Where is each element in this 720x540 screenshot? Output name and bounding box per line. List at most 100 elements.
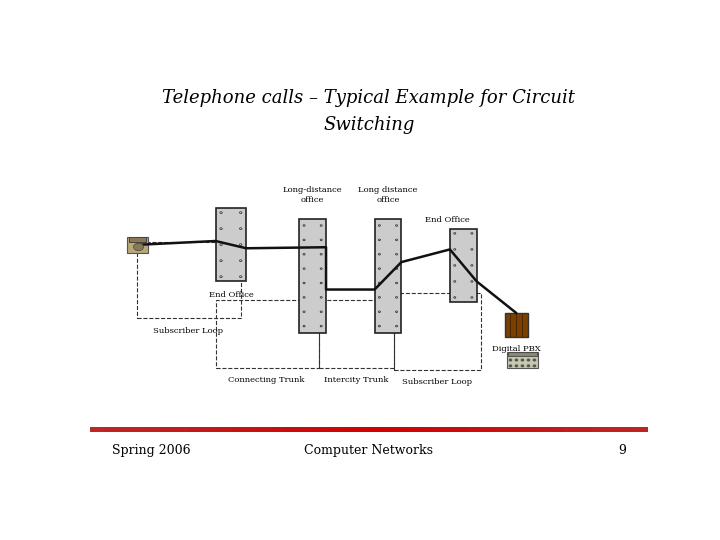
Circle shape [509, 353, 512, 355]
Circle shape [133, 243, 143, 251]
Bar [564, 427, 578, 431]
Bar [634, 427, 648, 431]
Bar [374, 219, 401, 333]
Bar [507, 352, 538, 368]
Bar [300, 427, 313, 431]
Bar [160, 427, 174, 431]
Text: Connecting Trunk: Connecting Trunk [228, 376, 304, 384]
Circle shape [516, 353, 518, 355]
Circle shape [379, 268, 380, 269]
Bar [578, 427, 593, 431]
Circle shape [220, 260, 222, 261]
Circle shape [471, 265, 473, 266]
Bar [508, 427, 523, 431]
Circle shape [303, 326, 305, 327]
Bar [369, 427, 383, 431]
Bar [215, 300, 319, 368]
Bar [145, 427, 160, 431]
Circle shape [320, 239, 323, 241]
Circle shape [303, 282, 305, 284]
Circle shape [471, 248, 473, 250]
Bar [620, 427, 634, 431]
Bar [128, 237, 146, 241]
Circle shape [471, 233, 473, 234]
Circle shape [303, 253, 305, 255]
Bar [258, 427, 271, 431]
Circle shape [395, 326, 397, 327]
Circle shape [395, 268, 397, 269]
Circle shape [395, 239, 397, 241]
Bar [243, 427, 258, 431]
Circle shape [395, 311, 397, 313]
Text: End Office: End Office [425, 216, 469, 224]
Bar [90, 427, 104, 431]
Bar [285, 427, 300, 431]
Circle shape [454, 281, 456, 282]
Circle shape [521, 353, 523, 355]
Text: Digital PBX: Digital PBX [492, 345, 541, 353]
Circle shape [527, 359, 530, 361]
Text: Computer Networks: Computer Networks [305, 444, 433, 457]
Circle shape [379, 253, 380, 255]
Bar [467, 427, 481, 431]
Bar [230, 427, 243, 431]
Text: Telephone calls – Typical Example for Circuit: Telephone calls – Typical Example for Ci… [163, 89, 575, 107]
Bar [606, 427, 620, 431]
Circle shape [516, 365, 518, 367]
Circle shape [395, 225, 397, 226]
Bar [215, 427, 230, 431]
Bar [505, 313, 528, 337]
Bar [411, 427, 425, 431]
Bar [202, 427, 215, 431]
Bar [397, 427, 411, 431]
Circle shape [220, 228, 222, 230]
Circle shape [454, 296, 456, 298]
Circle shape [303, 225, 305, 226]
Text: 9: 9 [618, 444, 626, 457]
Bar [394, 294, 481, 370]
Bar [523, 427, 536, 431]
Circle shape [320, 326, 323, 327]
Bar [215, 208, 246, 281]
Circle shape [454, 248, 456, 250]
Circle shape [320, 282, 323, 284]
Circle shape [379, 282, 380, 284]
Circle shape [395, 282, 397, 284]
Text: Long-distance
office: Long-distance office [283, 186, 343, 204]
Text: Switching: Switching [323, 116, 415, 134]
Bar [495, 427, 508, 431]
Bar [313, 427, 327, 431]
Text: Long distance
office: Long distance office [359, 186, 418, 204]
Circle shape [471, 296, 473, 298]
Bar [188, 427, 202, 431]
Bar [174, 427, 188, 431]
Circle shape [379, 239, 380, 241]
Circle shape [379, 326, 380, 327]
Circle shape [527, 365, 530, 367]
Bar [341, 427, 355, 431]
Bar [138, 241, 240, 319]
Text: Intercity Trunk: Intercity Trunk [324, 376, 388, 384]
Circle shape [320, 253, 323, 255]
Circle shape [303, 239, 305, 241]
Circle shape [516, 359, 518, 361]
Bar [319, 300, 394, 368]
Circle shape [303, 311, 305, 313]
Circle shape [303, 296, 305, 298]
Bar [550, 427, 564, 431]
Circle shape [521, 359, 523, 361]
Bar [118, 427, 132, 431]
Text: Subscriber Loop: Subscriber Loop [402, 378, 472, 386]
Circle shape [379, 311, 380, 313]
Bar [593, 427, 606, 431]
Circle shape [527, 353, 530, 355]
Bar [127, 237, 148, 253]
Text: Spring 2006: Spring 2006 [112, 444, 191, 457]
Circle shape [220, 244, 222, 246]
Circle shape [320, 225, 323, 226]
Bar [508, 352, 536, 356]
Circle shape [240, 260, 242, 261]
Circle shape [303, 268, 305, 269]
Circle shape [395, 253, 397, 255]
Bar [271, 427, 285, 431]
